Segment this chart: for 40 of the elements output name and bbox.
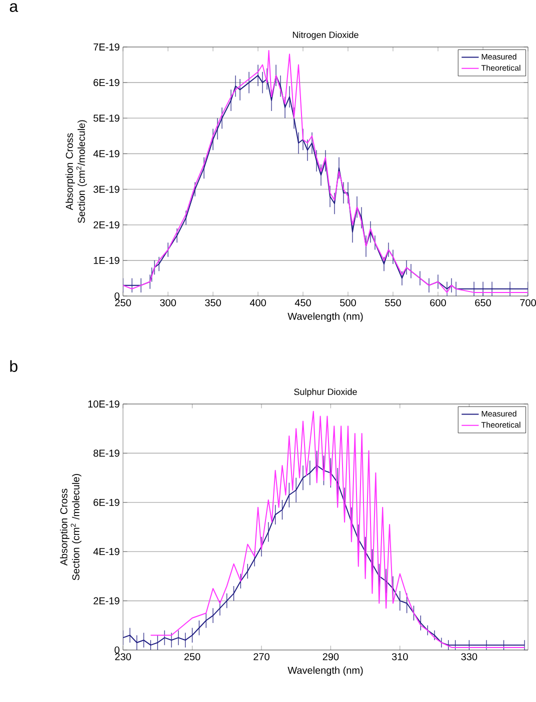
x-tick-label: 250 [184, 653, 200, 660]
y-tick-label: 3E-19 [93, 186, 120, 193]
y-tick-label: 0 [114, 646, 120, 654]
x-tick-label: 350 [205, 299, 221, 306]
y-tick-label: 8E-19 [94, 450, 120, 457]
x-tick-label: 650 [475, 299, 491, 306]
y-tick-label: 1E-19 [94, 256, 120, 264]
y-tick-label: 5E-19 [94, 114, 120, 122]
y-tick-label: 7E-19 [94, 43, 120, 51]
x-axis-title: Wavelength (nm) [288, 312, 363, 322]
legend-label: Theoretical [481, 64, 520, 71]
legend-label: Theoretical [481, 422, 520, 428]
x-tick-label: 290 [322, 653, 339, 660]
y-tick-label: 4E-19 [93, 150, 120, 158]
y-tick-label: 4E-19 [93, 548, 120, 556]
text: b [10, 360, 18, 372]
x-tick-label: 330 [461, 653, 478, 660]
x-tick-label: 550 [385, 299, 401, 306]
y-tick-label: 6E-19 [94, 498, 120, 506]
x-tick-label: 230 [115, 653, 131, 660]
x-tick-label: 300 [160, 299, 176, 306]
x-tick-label: 700 [520, 299, 536, 306]
x-tick-label: 450 [294, 299, 311, 306]
x-tick-label: 600 [430, 299, 446, 306]
x-tick-label: 400 [250, 299, 266, 306]
y-tick-label: 6E-19 [94, 79, 120, 86]
legend-label: Measured [482, 54, 516, 60]
x-tick-label: 270 [254, 653, 270, 660]
x-axis-title: Wavelength (nm) [288, 666, 363, 676]
y-tick-label: 2E-19 [94, 221, 120, 228]
legend-label: Measured [482, 410, 516, 417]
y-tick-label: 2E-19 [94, 597, 120, 604]
x-tick-label: 310 [392, 653, 408, 660]
y-tick-label: 10E-19 [88, 400, 120, 408]
x-tick-label: 500 [340, 299, 356, 306]
chart-title: Nitrogen Dioxide [292, 31, 358, 40]
chart-title: Sulphur Dioxide [294, 388, 357, 397]
y-tick-label: 0 [114, 292, 120, 300]
text: a [10, 3, 18, 12]
x-tick-label: 250 [115, 299, 131, 306]
